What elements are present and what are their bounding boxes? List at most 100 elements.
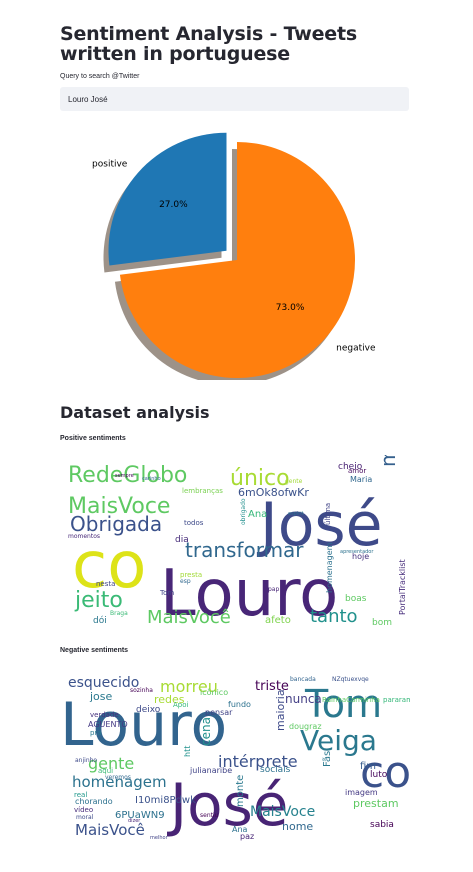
- wordcloud-word: esquecido: [68, 675, 139, 691]
- wordcloud-word: melhor: [150, 835, 169, 841]
- wordcloud-word: espirit: [288, 511, 304, 517]
- wordcloud-word: homenagem: [72, 773, 167, 791]
- wordcloud-word: morreu: [160, 677, 218, 696]
- wordcloud-word: manhãs: [376, 455, 400, 467]
- wordcloud-word: sentiu: [200, 812, 219, 819]
- wordcloud-word: nome: [282, 820, 313, 833]
- wordcloud-word: fundo: [228, 700, 251, 709]
- wordcloud-word: bancada: [290, 676, 316, 683]
- wordcloud-word: moral: [76, 814, 94, 821]
- wordcloud-word: Maria: [350, 475, 372, 484]
- wordcloud-word: prestam: [353, 797, 399, 810]
- wordcloud-word: dia: [175, 535, 189, 545]
- wordcloud-word: dizer: [128, 818, 141, 824]
- wordcloud-word: gente: [285, 478, 303, 485]
- wordcloud-word: hoje: [352, 552, 369, 561]
- wordcloud-word: Fãs: [322, 751, 333, 767]
- wordcloud-word: boas: [345, 594, 367, 604]
- positive-heading: Positive sentiments: [60, 435, 126, 442]
- wordcloud-word: cheio: [338, 462, 363, 472]
- wordcloud-word: obrigado: [240, 498, 247, 525]
- wordcloud-word: MaisVocê: [147, 607, 231, 628]
- wordcloud-word: verdade: [90, 711, 119, 719]
- wordcloud-word: Tom: [304, 682, 382, 726]
- wordcloud-word: pararam: [383, 696, 410, 704]
- wordcloud-word: carinho: [142, 476, 161, 482]
- wordcloud-word: icônico: [200, 687, 228, 697]
- wordcloud-word: Louro: [60, 690, 227, 760]
- wordcloud-word: AGUENTO: [88, 720, 128, 729]
- wordcloud-word: Obrigada: [70, 512, 162, 536]
- dataset-heading: Dataset analysis: [60, 403, 210, 422]
- wordcloud-word: presta: [180, 571, 202, 579]
- search-label: Query to search @Twitter: [60, 73, 140, 80]
- wordcloud-word: sempre: [115, 473, 134, 479]
- wordcloud-word: I10mi8Pdwk: [135, 795, 196, 806]
- wordcloud-word: 6mOk8ofwKr: [238, 486, 309, 499]
- wordcloud-word: jeito: [74, 588, 123, 613]
- wordcloud-word: momentos: [68, 533, 100, 540]
- wordcloud-word: transformar: [185, 538, 304, 562]
- wordcloud-word: MaisVoce: [68, 494, 170, 519]
- wordcloud-word: anjinho: [75, 757, 97, 764]
- wordcloud-word: apresentador: [340, 549, 374, 555]
- wordcloud-word: único: [230, 466, 290, 491]
- wordcloud-word: afeto: [265, 615, 291, 626]
- wordcloud-word: chorando: [75, 797, 113, 806]
- wordcloud-word: Louro: [160, 557, 338, 630]
- wordcloud-word: redes: [154, 693, 185, 706]
- wordcloud-word: José: [256, 490, 383, 560]
- wordcloud-word: imagem: [345, 788, 378, 797]
- pie-slice-negative: [119, 142, 355, 378]
- wordcloud-word: cena: [199, 717, 213, 746]
- wordcloud-word: deixo: [136, 705, 161, 715]
- pie-pct-label: 27.0%: [159, 200, 188, 210]
- wordcloud-word: RainhaCarminha: [322, 696, 380, 704]
- wordcloud-word: fim: [360, 761, 376, 772]
- pie-category-label: negative: [336, 343, 376, 353]
- wordcloud-word: pra: [90, 729, 102, 737]
- pie-pct-label: 73.0%: [276, 303, 305, 313]
- wordcloud-word: dougraz: [289, 722, 322, 731]
- wordcloud-word: co: [360, 747, 410, 798]
- negative-heading: Negative sentiments: [60, 647, 129, 654]
- wordcloud-word: dói: [93, 615, 107, 626]
- wordcloud-word: RedeGlobo: [68, 463, 187, 488]
- wordcloud-word: última: [324, 503, 332, 525]
- wordcloud-word: homenagem: [325, 542, 334, 593]
- wordcloud-word: monte: [235, 775, 246, 807]
- wordcloud-word: sabia: [370, 820, 394, 830]
- wordcloud-word: sociais: [260, 765, 291, 775]
- wordcloud-word: MaisVoce: [250, 804, 315, 820]
- wordcloud-word: sozinha: [130, 687, 153, 694]
- pie-slice-positive: [108, 132, 227, 266]
- wordcloud-word: 6PUaWN9: [115, 810, 165, 821]
- wordcloud-word: julianaribe: [189, 766, 232, 775]
- wordcloud-word: Braga: [110, 610, 128, 617]
- wordcloud-word: Apoi: [173, 701, 189, 709]
- wordcloud-word: Veiga: [300, 724, 377, 757]
- wordcloud-word: intérprete: [218, 752, 298, 771]
- wordcloud-word: real: [74, 791, 87, 799]
- wordcloud-word: luto: [370, 770, 388, 780]
- wordcloud-word: pensar: [205, 708, 233, 717]
- page-title: Sentiment Analysis - Tweets written in p…: [60, 23, 357, 65]
- wordcloud-word: José: [167, 771, 289, 839]
- sentiment-pie-chart: 27.0% positive 73.0% negative: [92, 132, 376, 380]
- wordcloud-word: Ana: [248, 509, 267, 520]
- wordcloud-word: vídeo: [74, 806, 93, 814]
- wordcloud-word: jose: [89, 690, 113, 703]
- wordcloud-word: gente: [88, 754, 134, 773]
- wordcloud-word: aqui: [98, 767, 113, 775]
- wordcloud-word: nesta: [96, 580, 115, 588]
- wordcloud-word: htt: [183, 746, 192, 757]
- search-input[interactable]: [60, 87, 409, 111]
- wordcloud-word: paz: [240, 832, 254, 841]
- wordcloud-word: tanto: [310, 606, 358, 627]
- wordcloud-word: PortalTracklist: [398, 559, 407, 615]
- wordcloud-word: Ana: [232, 825, 248, 834]
- wordcloud-word: pap: [268, 586, 279, 593]
- wordcloud-word: esp: [180, 578, 191, 585]
- wordcloud-word: NZqtuexvqe: [332, 676, 369, 683]
